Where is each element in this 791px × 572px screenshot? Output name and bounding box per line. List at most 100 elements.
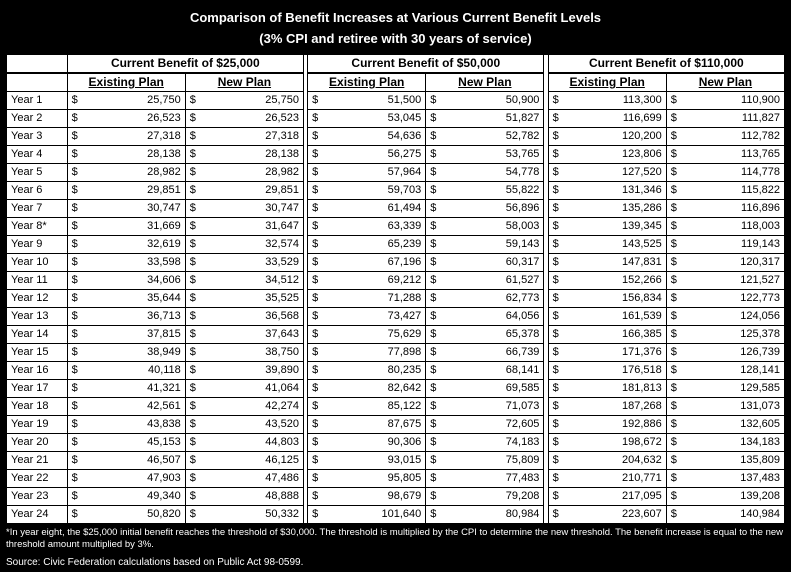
table-row: Year 8*31,66931,64763,33958,003139,34511… [7, 218, 785, 236]
page-title: Comparison of Benefit Increases at Vario… [6, 10, 785, 25]
value-cell: 28,982 [67, 164, 185, 182]
year-cell: Year 21 [7, 452, 68, 470]
value-cell: 126,739 [666, 344, 784, 362]
value-cell: 80,235 [308, 362, 426, 380]
value-cell: 176,518 [548, 362, 666, 380]
value-cell: 27,318 [67, 128, 185, 146]
value-cell: 34,512 [185, 272, 303, 290]
value-cell: 113,765 [666, 146, 784, 164]
value-cell: 30,747 [185, 200, 303, 218]
value-cell: 181,813 [548, 380, 666, 398]
value-cell: 204,632 [548, 452, 666, 470]
value-cell: 73,427 [308, 308, 426, 326]
value-cell: 48,888 [185, 488, 303, 506]
value-cell: 122,773 [666, 290, 784, 308]
table-row: Year 1538,94938,75077,89866,739171,37612… [7, 344, 785, 362]
group-header-110k: Current Benefit of $110,000 [548, 55, 784, 74]
value-cell: 143,525 [548, 236, 666, 254]
year-cell: Year 7 [7, 200, 68, 218]
value-cell: 116,896 [666, 200, 784, 218]
table-row: Year 1235,64435,52571,28862,773156,83412… [7, 290, 785, 308]
value-cell: 26,523 [67, 110, 185, 128]
value-cell: 75,629 [308, 326, 426, 344]
value-cell: 120,200 [548, 128, 666, 146]
value-cell: 79,208 [426, 488, 544, 506]
value-cell: 42,561 [67, 398, 185, 416]
value-cell: 77,483 [426, 470, 544, 488]
value-cell: 69,585 [426, 380, 544, 398]
value-cell: 61,527 [426, 272, 544, 290]
source-line: Source: Civic Federation calculations ba… [6, 557, 785, 568]
value-cell: 28,138 [185, 146, 303, 164]
value-cell: 39,890 [185, 362, 303, 380]
value-cell: 42,274 [185, 398, 303, 416]
value-cell: 51,500 [308, 92, 426, 110]
value-cell: 29,851 [185, 182, 303, 200]
value-cell: 56,275 [308, 146, 426, 164]
value-cell: 135,286 [548, 200, 666, 218]
value-cell: 123,806 [548, 146, 666, 164]
value-cell: 69,212 [308, 272, 426, 290]
year-cell: Year 5 [7, 164, 68, 182]
year-cell: Year 1 [7, 92, 68, 110]
table-row: Year 2349,34048,88898,67979,208217,09513… [7, 488, 785, 506]
table-row: Year 1842,56142,27485,12271,073187,26813… [7, 398, 785, 416]
plan-header-existing: Existing Plan [548, 73, 666, 92]
value-cell: 33,529 [185, 254, 303, 272]
value-cell: 61,494 [308, 200, 426, 218]
year-cell: Year 17 [7, 380, 68, 398]
value-cell: 139,345 [548, 218, 666, 236]
value-cell: 140,984 [666, 506, 784, 524]
value-cell: 147,831 [548, 254, 666, 272]
value-cell: 43,838 [67, 416, 185, 434]
year-cell: Year 22 [7, 470, 68, 488]
value-cell: 45,153 [67, 434, 185, 452]
value-cell: 41,064 [185, 380, 303, 398]
value-cell: 34,606 [67, 272, 185, 290]
value-cell: 152,266 [548, 272, 666, 290]
value-cell: 210,771 [548, 470, 666, 488]
group-header-row: Current Benefit of $25,000 Current Benef… [7, 55, 785, 74]
value-cell: 75,809 [426, 452, 544, 470]
value-cell: 52,782 [426, 128, 544, 146]
value-cell: 58,003 [426, 218, 544, 236]
table-row: Year 1033,59833,52967,19660,317147,83112… [7, 254, 785, 272]
value-cell: 32,574 [185, 236, 303, 254]
group-header-25k: Current Benefit of $25,000 [67, 55, 303, 74]
document-root: Comparison of Benefit Increases at Vario… [0, 0, 791, 572]
value-cell: 37,815 [67, 326, 185, 344]
year-cell: Year 2 [7, 110, 68, 128]
table-row: Year 1741,32141,06482,64269,585181,81312… [7, 380, 785, 398]
plan-header-existing: Existing Plan [308, 73, 426, 92]
value-cell: 44,803 [185, 434, 303, 452]
benefit-table: Current Benefit of $25,000 Current Benef… [6, 54, 785, 524]
value-cell: 68,141 [426, 362, 544, 380]
year-cell: Year 10 [7, 254, 68, 272]
table-row: Year 1336,71336,56873,42764,056161,53912… [7, 308, 785, 326]
value-cell: 85,122 [308, 398, 426, 416]
plan-header-new: New Plan [185, 73, 303, 92]
value-cell: 31,647 [185, 218, 303, 236]
year-cell: Year 19 [7, 416, 68, 434]
value-cell: 50,332 [185, 506, 303, 524]
table-row: Year 1943,83843,52087,67572,605192,88613… [7, 416, 785, 434]
value-cell: 156,834 [548, 290, 666, 308]
value-cell: 192,886 [548, 416, 666, 434]
value-cell: 53,765 [426, 146, 544, 164]
value-cell: 46,125 [185, 452, 303, 470]
value-cell: 36,713 [67, 308, 185, 326]
value-cell: 35,644 [67, 290, 185, 308]
value-cell: 51,827 [426, 110, 544, 128]
value-cell: 139,208 [666, 488, 784, 506]
value-cell: 171,376 [548, 344, 666, 362]
value-cell: 26,523 [185, 110, 303, 128]
table-row: Year 2146,50746,12593,01575,809204,63213… [7, 452, 785, 470]
value-cell: 137,483 [666, 470, 784, 488]
value-cell: 31,669 [67, 218, 185, 236]
value-cell: 63,339 [308, 218, 426, 236]
table-row: Year 730,74730,74761,49456,896135,286116… [7, 200, 785, 218]
value-cell: 47,903 [67, 470, 185, 488]
value-cell: 134,183 [666, 434, 784, 452]
value-cell: 65,239 [308, 236, 426, 254]
blank-corner [7, 55, 68, 74]
